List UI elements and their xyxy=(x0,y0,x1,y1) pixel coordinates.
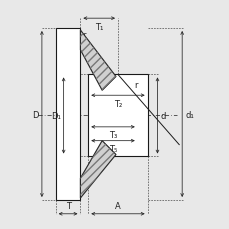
Text: T₃: T₃ xyxy=(108,131,117,140)
Text: d: d xyxy=(160,112,165,120)
Text: T₂: T₂ xyxy=(113,99,122,108)
Text: r: r xyxy=(82,31,85,40)
Text: A: A xyxy=(114,202,120,210)
Text: T: T xyxy=(65,202,70,210)
Text: d₁: d₁ xyxy=(184,110,193,119)
Polygon shape xyxy=(80,31,115,91)
Text: T₁: T₁ xyxy=(95,22,103,32)
Text: D₁: D₁ xyxy=(51,112,60,120)
Polygon shape xyxy=(80,141,115,198)
Text: r: r xyxy=(133,81,137,90)
Polygon shape xyxy=(88,75,147,157)
Polygon shape xyxy=(55,29,80,200)
Text: T₅: T₅ xyxy=(108,144,117,153)
Text: D: D xyxy=(32,110,39,119)
